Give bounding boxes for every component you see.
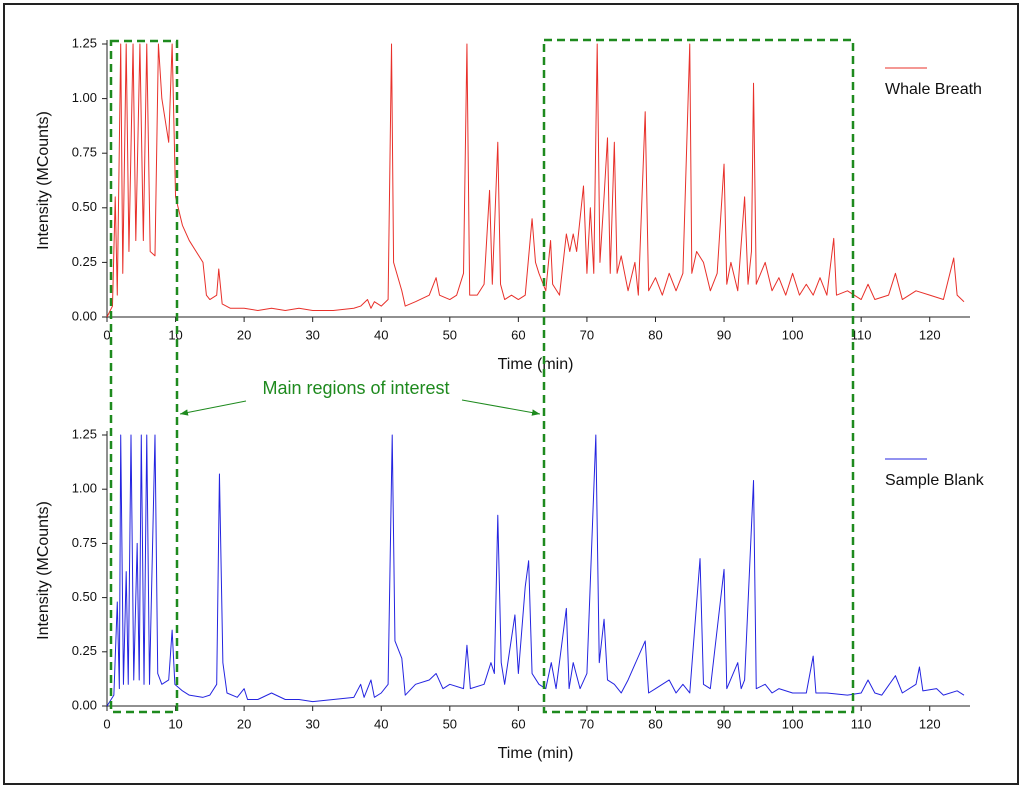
x-tick-label: 30 xyxy=(305,327,319,342)
y-tick-label: 1.00 xyxy=(72,481,97,496)
x-tick-label: 100 xyxy=(782,327,804,342)
x-tick-label: 80 xyxy=(648,716,662,731)
x-tick-label: 70 xyxy=(580,327,594,342)
x-tick-label: 120 xyxy=(919,716,941,731)
x-axis-title: Time (min) xyxy=(498,356,574,373)
y-axis-title: Intensity (MCounts) xyxy=(35,501,52,640)
x-tick-label: 90 xyxy=(717,716,731,731)
annotation: Main regions of interest xyxy=(262,378,449,398)
x-tick-label: 30 xyxy=(305,716,319,731)
x-tick-label: 60 xyxy=(511,327,525,342)
x-tick-label: 70 xyxy=(580,716,594,731)
region-box xyxy=(109,39,179,714)
x-tick-label: 20 xyxy=(237,716,251,731)
legend-label: Whale Breath xyxy=(885,81,982,98)
x-tick-label: 10 xyxy=(168,716,182,731)
y-tick-label: 0.00 xyxy=(72,697,97,712)
x-tick-label: 60 xyxy=(511,716,525,731)
y-tick-label: 0.25 xyxy=(72,254,97,269)
x-tick-label: 20 xyxy=(237,327,251,342)
y-tick-label: 0.00 xyxy=(72,308,97,323)
data-line xyxy=(106,434,965,707)
y-tick-label: 0.75 xyxy=(72,535,97,550)
x-axis-title: Time (min) xyxy=(498,745,574,762)
x-tick-label: 90 xyxy=(717,327,731,342)
annotation-arrow xyxy=(461,399,541,416)
region-box xyxy=(542,38,855,714)
x-tick-label: 40 xyxy=(374,327,388,342)
x-tick-label: 50 xyxy=(443,716,457,731)
legend-label: Sample Blank xyxy=(885,472,985,489)
x-tick-label: 80 xyxy=(648,327,662,342)
y-axis-title: Intensity (MCounts) xyxy=(35,111,52,250)
x-tick-label: 50 xyxy=(443,327,457,342)
x-tick-label: 110 xyxy=(851,716,872,731)
x-tick-label: 0 xyxy=(103,327,110,342)
y-tick-label: 1.00 xyxy=(72,90,97,105)
x-tick-label: 120 xyxy=(919,327,941,342)
x-tick-label: 100 xyxy=(782,716,804,731)
data-line xyxy=(106,43,965,318)
x-tick-label: 40 xyxy=(374,716,388,731)
frame xyxy=(3,3,1019,785)
x-tick-label: 0 xyxy=(103,716,110,731)
y-tick-label: 1.25 xyxy=(72,35,97,50)
y-tick-label: 0.50 xyxy=(72,199,97,214)
x-tick-label: 110 xyxy=(851,327,872,342)
y-tick-label: 1.25 xyxy=(72,426,97,441)
y-tick-label: 0.25 xyxy=(72,643,97,658)
x-tick-label: 10 xyxy=(168,327,182,342)
y-tick-label: 0.75 xyxy=(72,145,97,160)
y-tick-label: 0.50 xyxy=(72,589,97,604)
annotation-arrow xyxy=(179,400,247,416)
